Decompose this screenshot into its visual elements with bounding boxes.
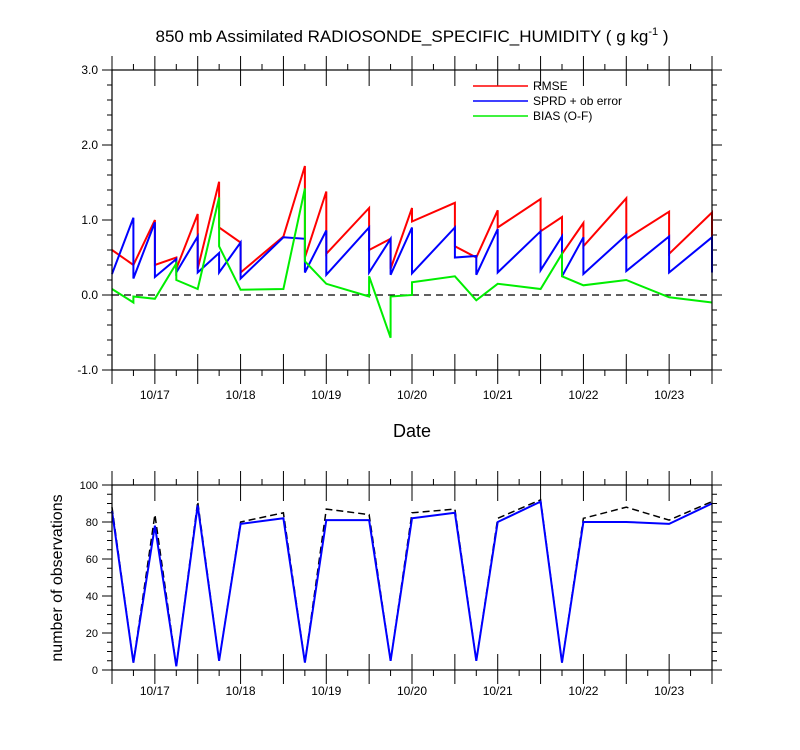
bottom-plot-frame xyxy=(111,484,713,671)
bottom-y-tick-label: 20 xyxy=(86,628,98,640)
top-x-tick-label: 10/21 xyxy=(483,388,513,402)
top-x-tick-label: 10/17 xyxy=(140,388,170,402)
legend-label-sprd-ob-error: SPRD + ob error xyxy=(533,94,622,108)
bottom-chart: 0 20 40 60 80 100 10/17 10/18 10/19 10/20 10/21 10/… xyxy=(80,471,722,698)
top-x-tick-label: 10/23 xyxy=(654,388,684,402)
bottom-x-tick-label: 10/22 xyxy=(568,684,598,698)
bottom-series-assimilated xyxy=(111,500,713,667)
top-y-tick-label: 2.0 xyxy=(81,138,98,152)
legend-label-bias-o-f: BIAS (O-F) xyxy=(533,109,592,123)
chart-title-suffix: ) xyxy=(658,27,668,46)
top-x-tick-label: 10/18 xyxy=(226,388,256,402)
top-x-tick-label: 10/19 xyxy=(311,388,341,402)
top-series-bias-o-f xyxy=(111,188,713,339)
bottom-x-tick-label: 10/18 xyxy=(226,684,256,698)
chart-title-superscript: -1 xyxy=(648,26,658,38)
bottom-y-tick-label: 80 xyxy=(86,517,98,529)
bottom-y-axis-label: number of observations xyxy=(49,494,66,661)
bottom-y-tick-label: 0 xyxy=(92,665,98,677)
bottom-y-tick-label: 60 xyxy=(86,554,98,566)
bottom-y-tick-label: 40 xyxy=(86,591,98,603)
chart-title-main: 850 mb Assimilated RADIOSONDE_SPECIFIC_H… xyxy=(156,27,649,46)
top-y-tick-label: -1.0 xyxy=(77,363,98,377)
top-y-tick-label: 1.0 xyxy=(81,213,98,227)
bottom-x-tick-label: 10/23 xyxy=(654,684,684,698)
bottom-x-tick-label: 10/19 xyxy=(311,684,341,698)
top-y-tick-label: 3.0 xyxy=(81,63,98,77)
bottom-x-tick-label: 10/21 xyxy=(483,684,513,698)
bottom-x-tick-label: 10/17 xyxy=(140,684,170,698)
top-x-axis-label: Date xyxy=(393,421,431,441)
top-y-tick-label: 0.0 xyxy=(81,288,98,302)
top-x-tick-label: 10/20 xyxy=(397,388,427,402)
legend-label-rmse: RMSE xyxy=(533,79,568,93)
bottom-x-tick-label: 10/20 xyxy=(397,684,427,698)
top-x-tick-label: 10/22 xyxy=(568,388,598,402)
top-series-sprd-ob-error xyxy=(111,217,713,281)
bottom-y-tick-label: 100 xyxy=(80,480,98,492)
chart-title: 850 mb Assimilated RADIOSONDE_SPECIFIC_H… xyxy=(156,26,669,46)
top-chart: -1.0 0.0 1.0 2.0 3.0 10/17 10/18 10/19 10/20 10/2… xyxy=(77,56,722,402)
top-plot-frame xyxy=(111,69,713,371)
